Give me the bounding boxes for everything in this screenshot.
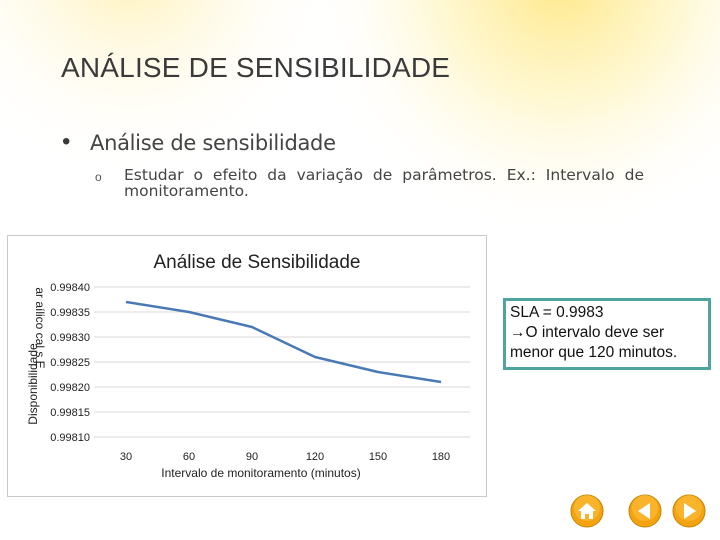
forward-button[interactable] bbox=[672, 494, 706, 528]
sla-value-text: SLA = 0.9983 bbox=[510, 304, 604, 321]
chart-y-tick-label: 0.99815 bbox=[50, 407, 90, 419]
back-button[interactable] bbox=[628, 494, 662, 528]
sla-note-box: SLA = 0.9983 →O intervalo deve ser menor… bbox=[503, 298, 711, 370]
chart-series-line bbox=[125, 300, 442, 384]
sensitivity-chart: Análise de Sensibilidade Intervalo de mo… bbox=[7, 235, 487, 497]
chart-y-tick-label: 0.99840 bbox=[50, 282, 90, 294]
bullet-circle: o bbox=[95, 170, 102, 184]
sla-conclusion-text: →O intervalo deve ser bbox=[510, 324, 665, 341]
chart-y-tick-label: 0.99830 bbox=[50, 332, 90, 344]
bullet-dot: • bbox=[62, 128, 71, 155]
chart-x-tick-label: 180 bbox=[432, 451, 450, 463]
forward-arrow-icon bbox=[672, 494, 706, 528]
bullet-level2-text: Estudar o efeito da variação de parâmetr… bbox=[124, 166, 644, 200]
chart-y-tick-label: 0.99820 bbox=[50, 382, 90, 394]
chart-y-axis-label-overlay: ar aílico cal s E bbox=[33, 287, 47, 368]
chart-y-tick-label: 0.99835 bbox=[50, 307, 90, 319]
chart-y-tick-label: 0.99810 bbox=[50, 432, 90, 444]
home-button[interactable] bbox=[570, 494, 604, 528]
chart-x-tick-label: 60 bbox=[183, 451, 195, 463]
chart-svg: Análise de Sensibilidade Intervalo de mo… bbox=[26, 252, 470, 480]
chart-x-axis-label: Intervalo de monitoramento (minutos) bbox=[161, 466, 360, 480]
chart-x-tick-label: 120 bbox=[306, 451, 324, 463]
chart-x-tick-label: 90 bbox=[246, 451, 258, 463]
chart-y-axis-label: Disponibilidade bbox=[26, 343, 40, 425]
chart-x-tick-label: 30 bbox=[120, 451, 132, 463]
chart-title: Análise de Sensibilidade bbox=[153, 252, 360, 273]
home-icon bbox=[570, 494, 604, 528]
slide-title: ANÁLISE DE SENSIBILIDADE bbox=[61, 52, 451, 83]
chart-x-tick-label: 150 bbox=[369, 451, 387, 463]
back-arrow-icon bbox=[628, 494, 662, 528]
sla-conclusion-text-2: menor que 120 minutos. bbox=[510, 344, 678, 361]
bullet-level1-text: Análise de sensibilidade bbox=[90, 131, 336, 155]
chart-y-tick-label: 0.99825 bbox=[50, 357, 90, 369]
